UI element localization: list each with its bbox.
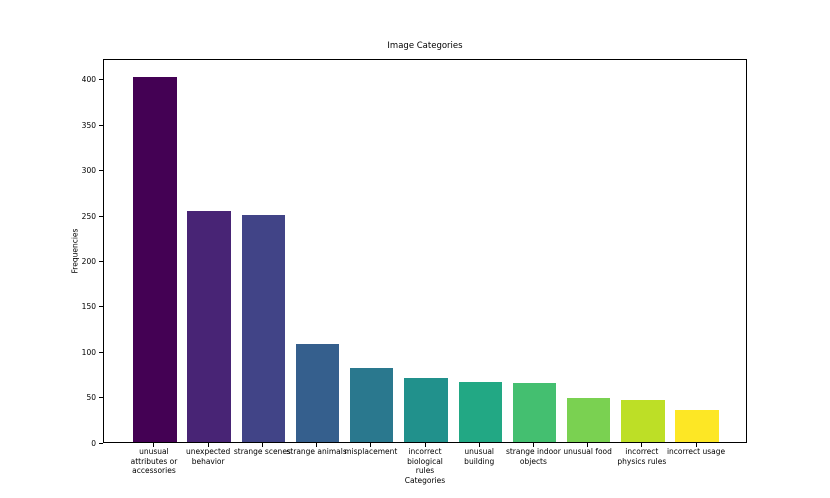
y-tick: [99, 215, 103, 217]
y-tick: [99, 170, 103, 172]
x-tick: [478, 443, 480, 447]
y-tick-label: 250: [81, 211, 96, 221]
x-tick-label: incorrect biological rules: [407, 447, 443, 475]
y-tick: [99, 306, 103, 308]
bar-4: [350, 368, 394, 442]
y-tick-label: 150: [81, 302, 96, 312]
y-tick-label: 0: [91, 438, 96, 448]
bar-8: [566, 398, 611, 442]
x-tick-label: strange scenes: [233, 447, 291, 456]
x-tick-label: unusual building: [464, 447, 495, 466]
x-tick: [424, 443, 426, 447]
x-tick: [153, 443, 155, 447]
x-tick-label: incorrect usage: [666, 447, 726, 456]
y-tick-label: 300: [81, 166, 96, 176]
bar-6: [458, 382, 502, 442]
x-tick-label: unexpected behavior: [186, 447, 231, 466]
x-tick-label: unusual food: [563, 447, 612, 456]
x-tick: [261, 443, 263, 447]
bar-10: [675, 410, 719, 442]
bar-2: [241, 215, 286, 442]
y-tick: [99, 351, 103, 353]
y-axis-label: Frequencies: [70, 228, 80, 274]
x-tick-label: unusual attributes or accessories: [130, 447, 178, 475]
bar-0: [133, 77, 177, 442]
y-tick: [99, 442, 103, 444]
x-tick: [207, 443, 209, 447]
bar-7: [512, 383, 557, 442]
x-tick: [641, 443, 643, 447]
x-tick-label: incorrect physics rules: [617, 447, 667, 466]
x-tick: [532, 443, 534, 447]
x-tick: [587, 443, 589, 447]
x-tick: [370, 443, 372, 447]
y-tick-label: 200: [81, 256, 96, 266]
bar-1: [187, 210, 231, 442]
y-tick-label: 50: [86, 393, 96, 403]
y-tick-label: 350: [81, 120, 96, 130]
x-tick: [316, 443, 318, 447]
y-tick-label: 100: [81, 347, 96, 357]
bar-5: [404, 377, 448, 442]
y-tick: [99, 397, 103, 399]
bar-3: [295, 343, 340, 442]
y-tick-label: 400: [81, 75, 96, 85]
plot-area: [103, 59, 747, 443]
x-tick-label: misplacement: [344, 447, 398, 456]
y-tick: [99, 260, 103, 262]
chart-title: Image Categories: [387, 41, 463, 51]
x-tick-label: strange animals: [286, 447, 347, 456]
x-axis-label: Categories: [404, 476, 446, 485]
x-tick: [695, 443, 697, 447]
bar-9: [621, 400, 665, 442]
y-tick: [99, 79, 103, 81]
y-tick: [99, 124, 103, 126]
x-tick-label: strange indoor objects: [505, 447, 561, 466]
